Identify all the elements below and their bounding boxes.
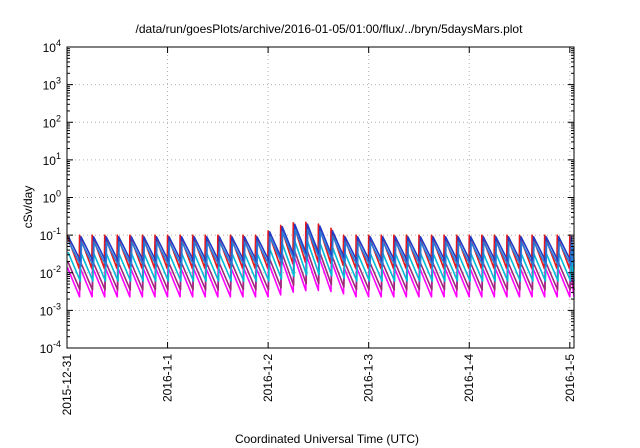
y-tick-label: 10-4 [40,339,61,356]
x-tick-label: 2016-1-3 [362,354,376,402]
y-tick-label: 100 [43,189,61,206]
series-line [67,223,575,263]
grid [67,47,574,348]
x-tick-labels: 2015-12-31 2016-1-1 2016-1-2 2016-1-3 2016-1… [60,354,577,416]
y-tick-label: 10-1 [40,226,61,243]
x-axis-label: Coordinated Universal Time (UTC) [235,432,419,446]
series-line [68,228,575,267]
y-tick-label: 102 [43,113,61,130]
chart-title: /data/run/goesPlots/archive/2016-01-05/0… [136,22,524,36]
ticks [66,46,574,349]
y-tick-label: 10-3 [40,301,61,318]
y-tick-label: 104 [43,38,61,55]
x-tick-label: 2016-1-2 [261,354,275,402]
series-group [66,221,575,298]
x-tick-label: 2016-1-1 [161,354,175,402]
x-tick-label: 2015-12-31 [60,354,74,416]
x-tick-label: 2016-1-4 [462,354,476,402]
y-axis-label: cSv/day [21,186,35,229]
y-tick-label: 10-2 [40,264,61,281]
y-tick-label: 103 [43,76,61,93]
x-tick-label: 2016-1-5 [563,354,577,402]
y-tick-label: 101 [43,151,61,168]
y-tick-labels: 10-4 10-3 10-2 10-1 100 101 102 103 104 [40,38,61,356]
